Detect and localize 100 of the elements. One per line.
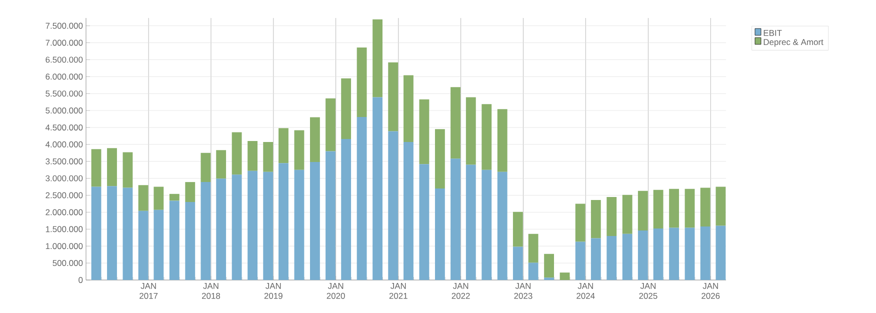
bar <box>372 97 382 280</box>
bar <box>263 172 274 280</box>
bar <box>356 47 367 117</box>
x-tick-label: JAN 2025 <box>639 283 658 299</box>
x-tick-label: JAN 2023 <box>514 283 532 299</box>
bar <box>216 150 226 179</box>
bar <box>372 19 382 98</box>
legend-label: Deprec & Amort <box>764 39 824 47</box>
x-tick-label: JAN 2018 <box>202 283 220 299</box>
bar <box>606 196 617 236</box>
bar <box>310 117 320 162</box>
bar <box>232 174 242 280</box>
y-tick-label: 3.000.000 <box>46 175 83 182</box>
bar <box>122 188 133 280</box>
bar <box>138 210 148 280</box>
bar <box>716 226 726 280</box>
bar <box>185 202 196 280</box>
bar <box>326 98 336 152</box>
bar <box>404 75 414 142</box>
bar <box>341 78 352 139</box>
bar <box>528 262 538 280</box>
y-tick-label: 1.000.000 <box>46 243 83 250</box>
bar <box>419 164 430 280</box>
x-tick-label: JAN 2026 <box>702 283 720 299</box>
bar <box>248 170 258 280</box>
y-tick-label: 6.500.000 <box>46 56 83 63</box>
bar <box>638 190 648 231</box>
bar <box>122 152 133 188</box>
y-tick-label: 3.500.000 <box>46 158 83 164</box>
bar <box>512 246 523 280</box>
bar <box>216 178 226 280</box>
bar <box>497 172 508 280</box>
bar <box>404 142 414 280</box>
bar <box>684 188 695 228</box>
bar <box>232 132 242 175</box>
bar <box>560 272 570 280</box>
bar <box>91 149 102 187</box>
bar <box>669 228 679 280</box>
bar <box>606 236 617 280</box>
bar <box>512 212 523 247</box>
y-tick-label: 1.500.000 <box>46 226 83 232</box>
bar <box>622 234 632 280</box>
bar <box>575 204 586 242</box>
bar <box>482 104 492 170</box>
bar <box>434 129 445 188</box>
bar <box>154 210 164 280</box>
y-tick-label: 4.000.000 <box>46 141 83 148</box>
x-tick-label: JAN 2021 <box>389 283 408 299</box>
bar <box>388 131 398 280</box>
bar <box>700 226 710 280</box>
bar <box>638 230 648 280</box>
legend-label: EBIT <box>764 30 782 36</box>
bar <box>200 152 211 182</box>
bar <box>419 99 430 164</box>
bar <box>263 142 274 172</box>
bar <box>575 242 586 280</box>
bar <box>716 186 726 226</box>
bar <box>169 200 180 280</box>
bar <box>450 158 460 280</box>
bar <box>482 170 492 280</box>
x-tick-label: JAN 2022 <box>452 283 470 299</box>
bar <box>622 194 632 234</box>
bar <box>450 87 460 159</box>
y-tick-label: 2.000.000 <box>46 209 83 216</box>
bar <box>138 185 148 211</box>
bar <box>278 163 288 280</box>
bar <box>544 254 554 278</box>
bar <box>653 190 664 228</box>
bar <box>700 188 710 226</box>
bar <box>466 164 476 280</box>
bar <box>91 186 102 280</box>
bar <box>356 116 367 280</box>
bar <box>185 182 196 202</box>
bar <box>294 170 304 280</box>
bar <box>107 148 117 186</box>
bar <box>154 186 164 210</box>
bar <box>294 130 304 170</box>
bar <box>388 62 398 132</box>
bar <box>310 162 320 280</box>
bar <box>590 200 601 238</box>
y-tick-label: 500.000 <box>52 260 83 266</box>
bar <box>653 228 664 280</box>
y-tick-label: 0 <box>78 277 83 283</box>
y-tick-label: 2.500.000 <box>46 192 83 198</box>
bar <box>326 151 336 280</box>
bar <box>684 228 695 280</box>
bar <box>528 234 538 263</box>
bar <box>590 238 601 280</box>
y-tick-label: 7.500.000 <box>46 22 83 29</box>
x-tick-label: JAN 2024 <box>576 283 595 299</box>
x-tick-label: JAN 2020 <box>326 283 345 299</box>
y-tick-label: 4.500.000 <box>46 124 83 130</box>
bar <box>169 194 180 201</box>
bar <box>200 182 211 280</box>
bar <box>341 139 352 280</box>
y-tick-label: 5.500.000 <box>46 90 83 97</box>
bar <box>434 188 445 280</box>
bar <box>669 188 679 228</box>
bar <box>248 141 258 171</box>
y-tick-label: 7.000.000 <box>46 40 83 46</box>
